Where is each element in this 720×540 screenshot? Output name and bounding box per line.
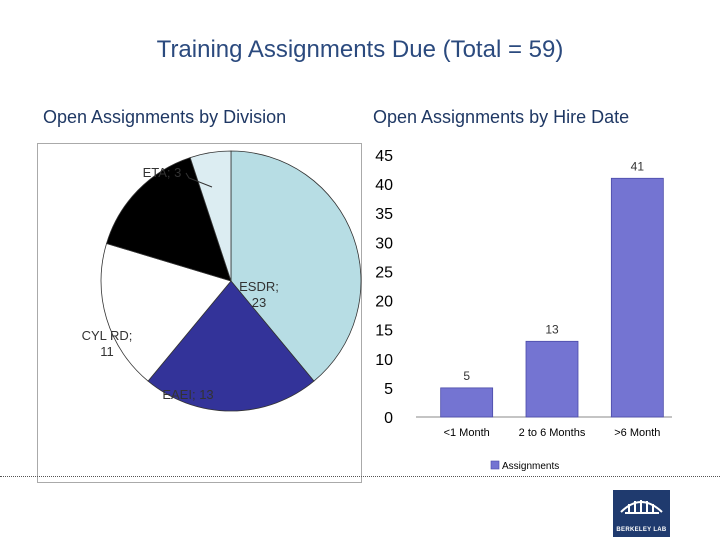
y-tick-label: 15: [375, 323, 393, 340]
legend-swatch: [490, 460, 500, 470]
bar-data-label: 41: [631, 159, 645, 173]
pie-slice-cyl-rd: [100, 242, 232, 382]
bar-data-label: 13: [545, 322, 559, 336]
bar-1: [440, 387, 494, 418]
x-tick-label: >6 Month: [614, 427, 660, 439]
bar-data-label: 5: [463, 369, 470, 383]
y-tick-label: 20: [375, 294, 393, 311]
pie-slice-eaei: [147, 280, 315, 412]
pie-chart-title: Open Assignments by Division: [43, 107, 287, 127]
pie-label-cyl-rd: CYL RD; 11: [82, 328, 133, 359]
pie-label-esdr: ESDR; 23: [239, 279, 279, 310]
pie-leader-line: [185, 172, 213, 188]
pie-chart-frame: [37, 143, 362, 483]
legend-label: Assignments: [502, 461, 559, 472]
y-tick-label: 35: [375, 206, 393, 223]
pie-slice-unlabeled: [106, 157, 232, 282]
y-tick-label: 5: [384, 381, 393, 398]
y-tick-label: 0: [384, 410, 393, 427]
y-tick-label: 40: [375, 177, 393, 194]
page-title: Training Assignments Due (Total = 59): [156, 36, 564, 63]
pie-label-eta: ETA; 3: [143, 165, 182, 180]
y-tick-label: 45: [375, 148, 393, 165]
pie-label-eaei: EAEI; 13: [162, 387, 213, 402]
x-tick-label: <1 Month: [444, 427, 490, 439]
pie-slice-esdr: [230, 150, 362, 382]
bar-3: [610, 177, 664, 418]
bar-2: [525, 340, 579, 418]
pie-slice-eta: [189, 150, 232, 282]
bar-chart-title: Open Assignments by Hire Date: [373, 107, 630, 127]
pie-chart: ESDR; 23 EAEI; 13 CYL RD; 11 ETA; 3: [82, 150, 362, 412]
footer-divider: [0, 476, 720, 477]
y-tick-label: 25: [375, 264, 393, 281]
lab-building-icon: [620, 500, 663, 514]
x-tick-label: 2 to 6 Months: [519, 427, 586, 439]
y-tick-label: 10: [375, 352, 393, 369]
bar-chart: 0 5 10 15 20 25 30 35 40 45 5 <1 Month 13 2 to 6 Mont…: [375, 148, 672, 472]
y-tick-label: 30: [375, 235, 393, 252]
berkeley-lab-logo: BERKELEY LAB: [613, 490, 670, 537]
